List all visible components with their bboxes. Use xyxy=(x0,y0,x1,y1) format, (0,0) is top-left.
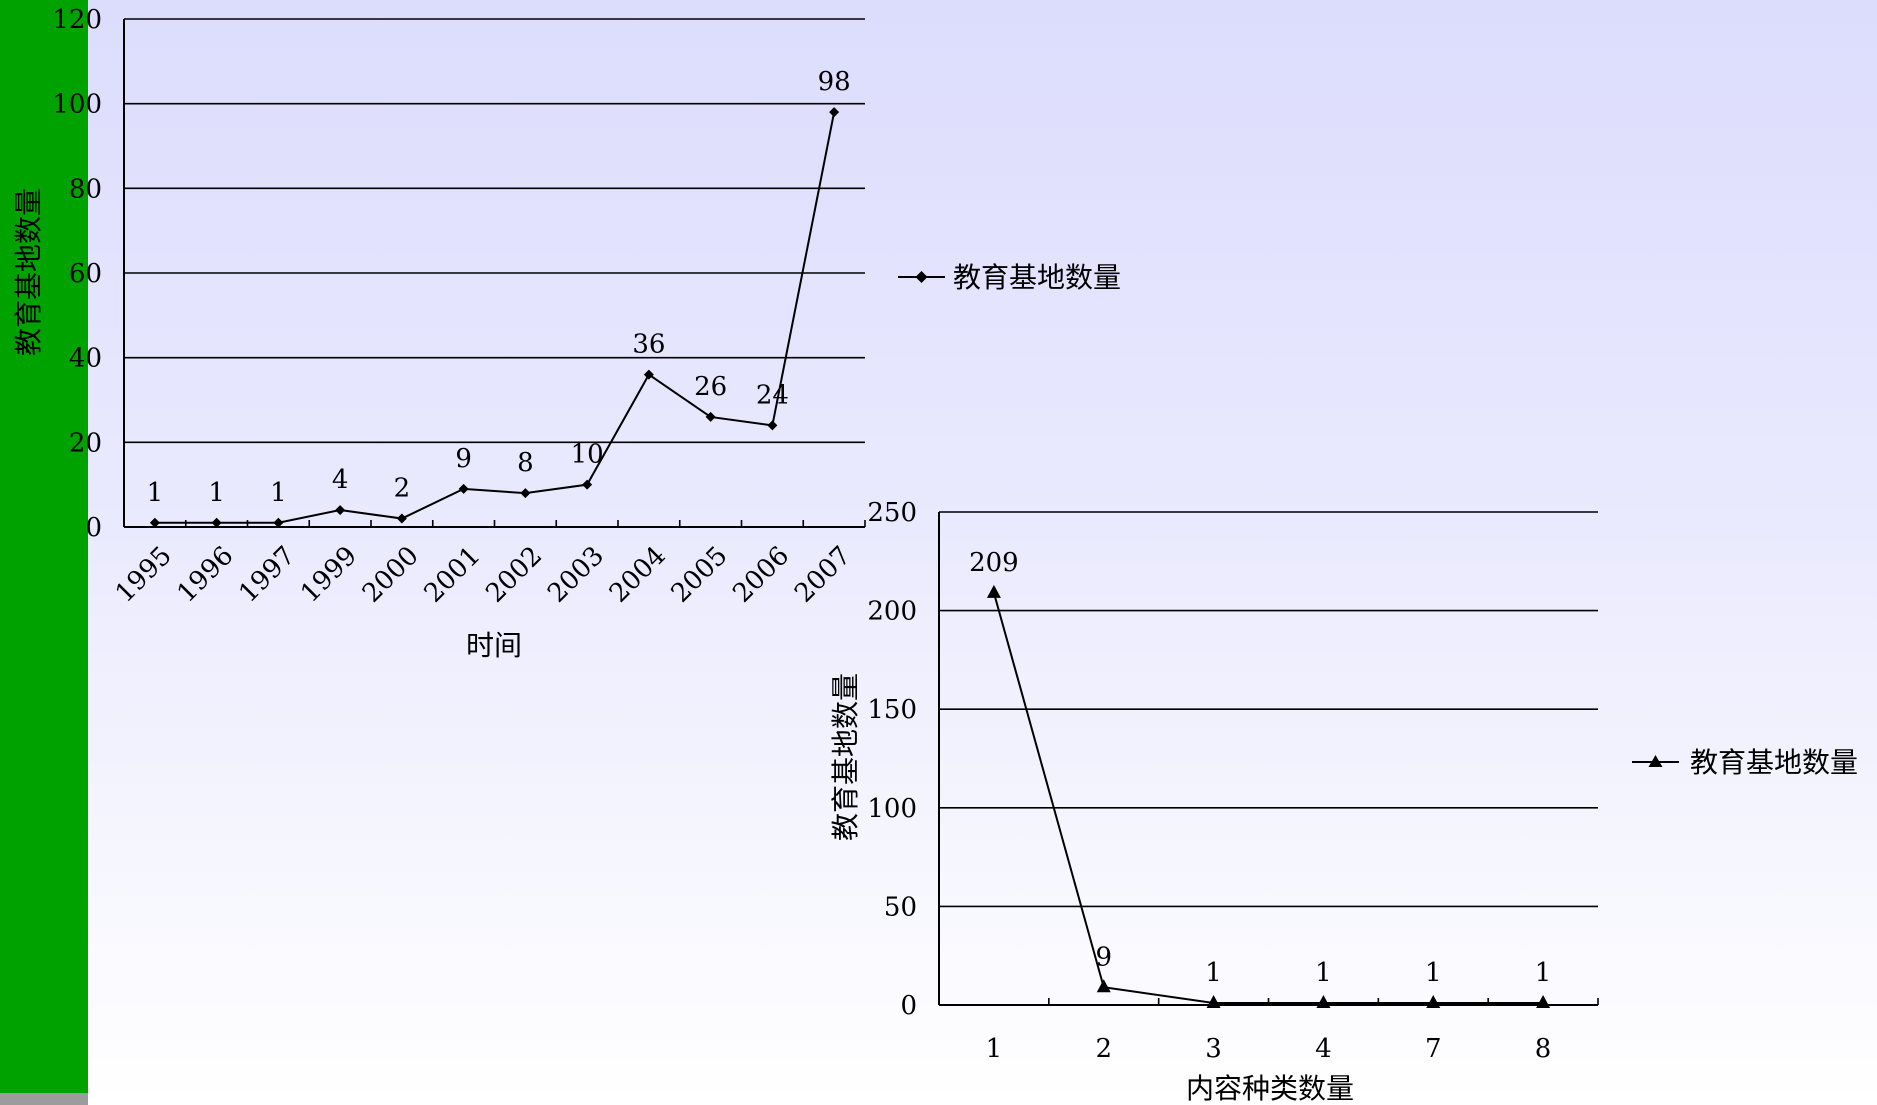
x-tick-label: 2005 xyxy=(666,541,734,609)
data-point-marker xyxy=(582,479,593,490)
x-tick-label: 7 xyxy=(1425,1034,1442,1064)
data-label: 1 xyxy=(1205,958,1222,988)
data-point-marker xyxy=(211,517,222,528)
y-tick-label: 120 xyxy=(52,5,102,35)
chart-2-series xyxy=(986,584,1551,1009)
side-bar-bottom-strip xyxy=(0,1093,88,1105)
x-tick-label: 2006 xyxy=(727,541,795,609)
chart-1-y-ticks: 0 20 40 60 80 100 120 xyxy=(52,5,102,543)
series-line xyxy=(992,592,1544,1005)
x-tick-label: 4 xyxy=(1315,1034,1332,1064)
data-label: 26 xyxy=(694,372,727,402)
chart-1-axes xyxy=(123,19,866,528)
data-point-marker xyxy=(149,517,160,528)
green-side-bar xyxy=(0,0,88,1105)
data-point-marker xyxy=(1316,995,1331,1009)
data-label: 1 xyxy=(1315,958,1332,988)
data-label: 1 xyxy=(1425,958,1442,988)
chart-1-x-ticks: 1995199619971999200020012002200320042005… xyxy=(110,541,857,609)
y-tick-label: 0 xyxy=(900,991,917,1021)
x-tick-label: 1995 xyxy=(110,541,178,609)
chart-2-x-ticks: 1 2 3 4 7 8 xyxy=(986,1034,1552,1064)
chart-1-legend-diamond-marker xyxy=(915,271,928,283)
data-label: 98 xyxy=(818,67,851,97)
y-tick-label: 40 xyxy=(69,344,102,374)
data-label: 1 xyxy=(208,478,225,508)
data-label: 10 xyxy=(571,440,604,470)
x-tick-label: 2002 xyxy=(480,541,548,609)
x-tick-label: 2004 xyxy=(604,541,672,609)
x-tick-label: 1999 xyxy=(295,541,363,609)
chart-2-legend-label: 教育基地数量 xyxy=(1690,746,1858,779)
chart-2: 0 50 100 150 200 250 1 2 3 4 7 8 209 9 1 1 1 1 内容种类数量 教… xyxy=(829,498,1858,1105)
data-label: 1 xyxy=(147,478,164,508)
x-tick-label: 2007 xyxy=(789,541,857,609)
x-tick-label: 2001 xyxy=(419,541,487,609)
y-tick-label: 50 xyxy=(884,892,917,922)
y-tick-label: 0 xyxy=(85,513,102,543)
x-tick-label: 3 xyxy=(1205,1034,1222,1064)
data-label: 36 xyxy=(632,330,665,360)
data-label: 209 xyxy=(969,548,1019,578)
chart-1-series xyxy=(149,107,840,528)
data-point-marker xyxy=(829,107,840,118)
y-tick-label: 100 xyxy=(867,794,917,824)
chart-2-gridlines xyxy=(939,511,1598,908)
data-point-marker xyxy=(1536,995,1551,1009)
chart-2-y-axis-title: 教育基地数量 xyxy=(829,673,862,841)
y-tick-label: 80 xyxy=(69,174,102,204)
data-point-marker xyxy=(335,505,346,516)
data-point-marker xyxy=(458,483,469,494)
data-point-marker xyxy=(396,513,407,524)
y-tick-label: 60 xyxy=(69,259,102,289)
chart-2-legend-triangle-marker xyxy=(1648,755,1663,767)
data-label: 8 xyxy=(517,448,534,478)
data-label: 24 xyxy=(756,380,789,410)
y-tick-label: 150 xyxy=(867,695,917,725)
data-point-marker xyxy=(1096,979,1111,993)
y-tick-label: 250 xyxy=(867,498,917,528)
chart-2-axes xyxy=(938,512,1599,1006)
y-tick-label: 100 xyxy=(52,90,102,120)
data-point-marker xyxy=(1206,995,1221,1009)
chart-1-legend: 教育基地数量 xyxy=(898,261,1121,294)
x-tick-label: 2003 xyxy=(542,541,610,609)
x-tick-label: 8 xyxy=(1535,1034,1552,1064)
x-tick-label: 1 xyxy=(986,1034,1003,1064)
x-tick-label: 1997 xyxy=(233,541,301,609)
data-label: 9 xyxy=(1095,942,1112,972)
chart-1-y-axis-title: 教育基地数量 xyxy=(12,188,45,356)
x-tick-label: 1996 xyxy=(172,541,240,609)
chart-1-legend-label: 教育基地数量 xyxy=(953,261,1121,294)
data-point-marker xyxy=(520,488,531,499)
chart-1-gridlines xyxy=(124,18,865,444)
data-point-marker xyxy=(643,369,654,380)
series-line xyxy=(154,111,836,524)
x-tick-label: 2000 xyxy=(357,541,425,609)
data-label: 2 xyxy=(394,474,411,504)
chart-2-y-ticks: 0 50 100 150 200 250 xyxy=(867,498,917,1021)
y-tick-label: 200 xyxy=(867,597,917,627)
data-point-marker xyxy=(1426,995,1441,1009)
data-point-marker xyxy=(986,584,1001,598)
data-label: 4 xyxy=(332,465,349,495)
x-tick-label: 2 xyxy=(1095,1034,1112,1064)
data-point-marker xyxy=(705,411,716,422)
data-label: 1 xyxy=(270,478,287,508)
data-label: 9 xyxy=(455,444,472,474)
data-point-marker xyxy=(273,517,284,528)
data-point-marker xyxy=(767,420,778,431)
data-label: 1 xyxy=(1535,958,1552,988)
chart-2-x-axis-title: 内容种类数量 xyxy=(1186,1072,1354,1105)
chart-2-legend: 教育基地数量 xyxy=(1632,746,1858,779)
chart-2-data-labels: 209 9 1 1 1 1 xyxy=(969,548,1551,988)
chart-1-x-axis-title: 时间 xyxy=(466,629,522,662)
y-tick-label: 20 xyxy=(69,428,102,458)
